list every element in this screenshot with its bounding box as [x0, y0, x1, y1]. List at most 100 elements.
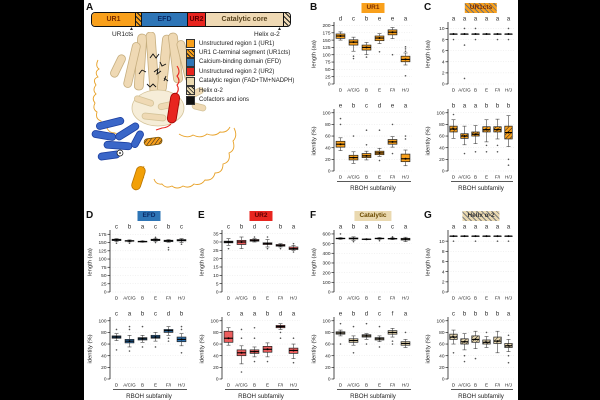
x-tick-label: E — [266, 383, 269, 388]
x-tick-label: B — [253, 296, 256, 301]
svg-text:20: 20 — [325, 365, 331, 371]
svg-text:10: 10 — [213, 273, 219, 279]
outlier-dot — [167, 249, 170, 251]
svg-text:100: 100 — [436, 110, 444, 116]
legend-swatch-icon — [186, 95, 195, 105]
mean-dot — [266, 348, 269, 351]
legend-swatch-icon — [186, 86, 195, 96]
svg-text:d: d — [365, 311, 369, 318]
boxplot-A/C/G: a A/C/G — [458, 16, 471, 93]
boxplot-F/I: b F/I — [493, 103, 502, 180]
svg-text:150: 150 — [322, 38, 330, 44]
x-tick-label: D — [339, 296, 343, 301]
outlier-dot — [339, 117, 342, 120]
x-axis-title: RBOH subfamily — [126, 393, 173, 400]
outlier-dot — [365, 322, 368, 325]
boxplot-E: bE — [374, 224, 385, 301]
x-tick-label: B — [365, 175, 368, 180]
svg-text:8: 8 — [442, 37, 445, 43]
svg-text:b: b — [496, 311, 500, 318]
outlier-dot — [279, 337, 282, 340]
x-tick-label: A/C/G — [235, 296, 248, 301]
y-axis-title: length (aa) — [88, 248, 94, 276]
mean-dot — [474, 235, 477, 238]
mean-dot — [339, 143, 342, 146]
boxplot-D: aD — [449, 16, 458, 93]
outlier-dot — [253, 360, 256, 363]
boxplot-F/I: e F/I — [387, 16, 398, 93]
x-tick-label: E — [485, 175, 488, 180]
svg-text:25: 25 — [101, 281, 107, 287]
outlier-dot — [227, 247, 230, 250]
x-tick-label: A/C/G — [458, 296, 471, 301]
outlier-dot — [391, 343, 394, 345]
boxplot-F/I: b F/I — [163, 224, 174, 301]
boxplot-D: eD — [335, 311, 346, 388]
svg-text:25: 25 — [325, 74, 331, 80]
svg-text:a: a — [404, 16, 408, 23]
outlier-dot — [352, 325, 355, 328]
outlier-dot — [404, 46, 407, 48]
y-axis: 0 5 10 15 20 25 30 35 — [213, 230, 223, 296]
legend-label: Helix α-2 — [199, 87, 223, 94]
outlier-dot — [452, 240, 455, 242]
svg-text:80: 80 — [439, 122, 445, 128]
svg-text:0: 0 — [104, 377, 107, 383]
x-tick-label: D — [115, 383, 119, 388]
outlier-dot — [154, 346, 157, 348]
boxplot-B: cB — [361, 103, 372, 180]
outlier-dot — [507, 164, 510, 166]
svg-text:0: 0 — [328, 377, 331, 383]
mean-dot — [115, 238, 118, 241]
x-axis-title: RBOH subfamily — [458, 393, 505, 400]
svg-text:c: c — [365, 103, 368, 110]
outlier-dot — [507, 240, 510, 242]
svg-text:a: a — [452, 224, 456, 231]
outlier-dot — [279, 331, 282, 334]
svg-text:c: c — [266, 224, 269, 231]
svg-text:a: a — [292, 311, 296, 318]
outlier-dot — [141, 346, 144, 348]
mean-dot — [485, 341, 488, 344]
boxplot-B: aB — [471, 103, 480, 180]
outlier-dot — [266, 247, 269, 250]
svg-text:2: 2 — [442, 71, 445, 77]
svg-text:500: 500 — [322, 241, 330, 247]
boxplot-B: aB — [137, 224, 148, 301]
mean-dot — [496, 235, 499, 238]
mean-dot — [378, 151, 381, 154]
svg-text:20: 20 — [439, 157, 445, 163]
y-axis: 0 20 40 60 80 100 — [210, 317, 223, 383]
outlier-dot — [378, 346, 381, 348]
legend-label: Unstructured region 1 (UR1) — [199, 40, 275, 47]
x-tick-label: D — [452, 88, 456, 93]
gridlines — [448, 112, 514, 172]
panel-e-label: E — [198, 210, 205, 221]
y-axis: 0 20 40 60 80 100 — [436, 109, 449, 175]
outlier-dot — [507, 361, 510, 364]
outlier-dot — [266, 236, 269, 238]
outlier-dot — [167, 340, 170, 342]
svg-text:2: 2 — [442, 280, 445, 286]
mean-dot — [279, 244, 282, 247]
legend-item: Cofactors and ions — [186, 95, 306, 105]
boxplot-E: bE — [482, 311, 491, 388]
mean-dot — [167, 239, 170, 242]
mean-dot — [404, 157, 407, 160]
mean-dot — [365, 46, 368, 49]
y-axis-title: identity (%) — [312, 334, 318, 363]
outlier-dot — [463, 77, 466, 80]
outlier-dot — [339, 233, 342, 235]
boxplot-A/C/G: b A/C/G — [347, 224, 360, 301]
mean-dot — [279, 325, 282, 328]
outlier-dot — [391, 123, 394, 126]
svg-text:b: b — [365, 16, 369, 23]
